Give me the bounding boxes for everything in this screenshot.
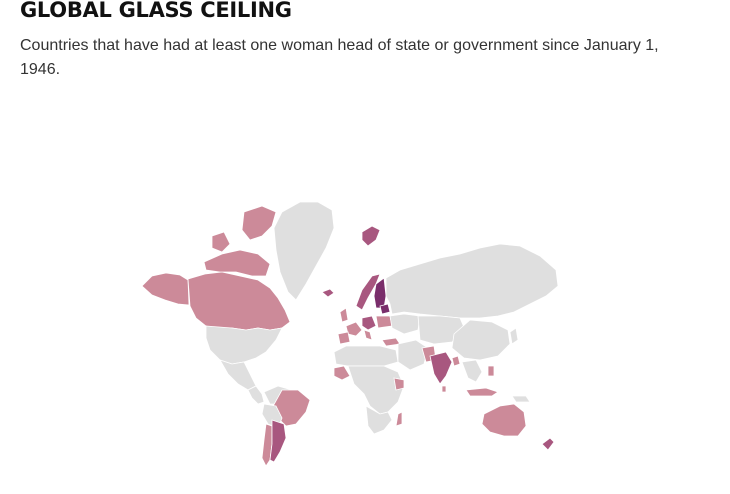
region-central-america[interactable] — [247, 385, 265, 405]
region-alaska[interactable] — [141, 272, 190, 306]
region-middle-east[interactable] — [397, 339, 429, 371]
country-united-states[interactable] — [205, 325, 283, 365]
country-lithuania[interactable] — [379, 303, 391, 315]
country-indonesia[interactable] — [465, 387, 499, 397]
chart-title: GLOBAL GLASS CEILING — [20, 0, 292, 22]
region-north-africa[interactable] — [333, 345, 399, 367]
country-sri-lanka[interactable] — [441, 385, 447, 393]
country-germany[interactable] — [361, 315, 377, 331]
country-china[interactable] — [451, 319, 511, 361]
region-papua[interactable] — [511, 395, 531, 403]
country-greenland[interactable] — [273, 201, 335, 301]
country-ethiopia[interactable] — [393, 377, 405, 391]
country-turkey[interactable] — [381, 337, 401, 347]
country-iceland[interactable] — [321, 288, 335, 298]
region-canadian-arctic-islands[interactable] — [203, 249, 271, 277]
chart-subtitle: Countries that have had at least one wom… — [20, 37, 659, 78]
country-italy[interactable] — [363, 329, 373, 341]
country-bangladesh[interactable] — [451, 355, 461, 367]
region-svalbard[interactable] — [361, 225, 381, 247]
country-australia[interactable] — [481, 403, 527, 437]
country-norway[interactable] — [355, 273, 381, 311]
country-new-zealand[interactable] — [541, 437, 555, 451]
region-eastern-europe[interactable] — [389, 313, 421, 335]
country-mexico[interactable] — [219, 359, 257, 391]
country-philippines[interactable] — [487, 365, 495, 377]
country-united-kingdom[interactable] — [339, 307, 349, 323]
country-poland[interactable] — [375, 315, 393, 329]
country-madagascar[interactable] — [395, 411, 403, 427]
country-spain[interactable] — [337, 331, 351, 345]
country-argentina[interactable] — [269, 419, 287, 463]
region-japan[interactable] — [509, 327, 519, 345]
region-baffin-island[interactable] — [241, 205, 277, 241]
region-southeast-asia[interactable] — [461, 359, 483, 383]
region-arctic-island-small[interactable] — [211, 231, 231, 253]
country-canada[interactable] — [187, 271, 291, 331]
country-russia[interactable] — [385, 243, 559, 319]
country-india[interactable] — [429, 351, 453, 385]
region-southern-africa[interactable] — [365, 405, 393, 435]
region-west-africa-highlight[interactable] — [333, 365, 351, 381]
